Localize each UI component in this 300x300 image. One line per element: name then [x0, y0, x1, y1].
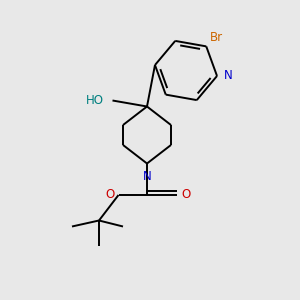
Text: O: O	[181, 188, 190, 202]
Text: O: O	[105, 188, 115, 202]
Text: HO: HO	[85, 94, 103, 107]
Text: Br: Br	[210, 31, 223, 44]
Text: N: N	[224, 70, 232, 83]
Text: N: N	[142, 170, 152, 183]
